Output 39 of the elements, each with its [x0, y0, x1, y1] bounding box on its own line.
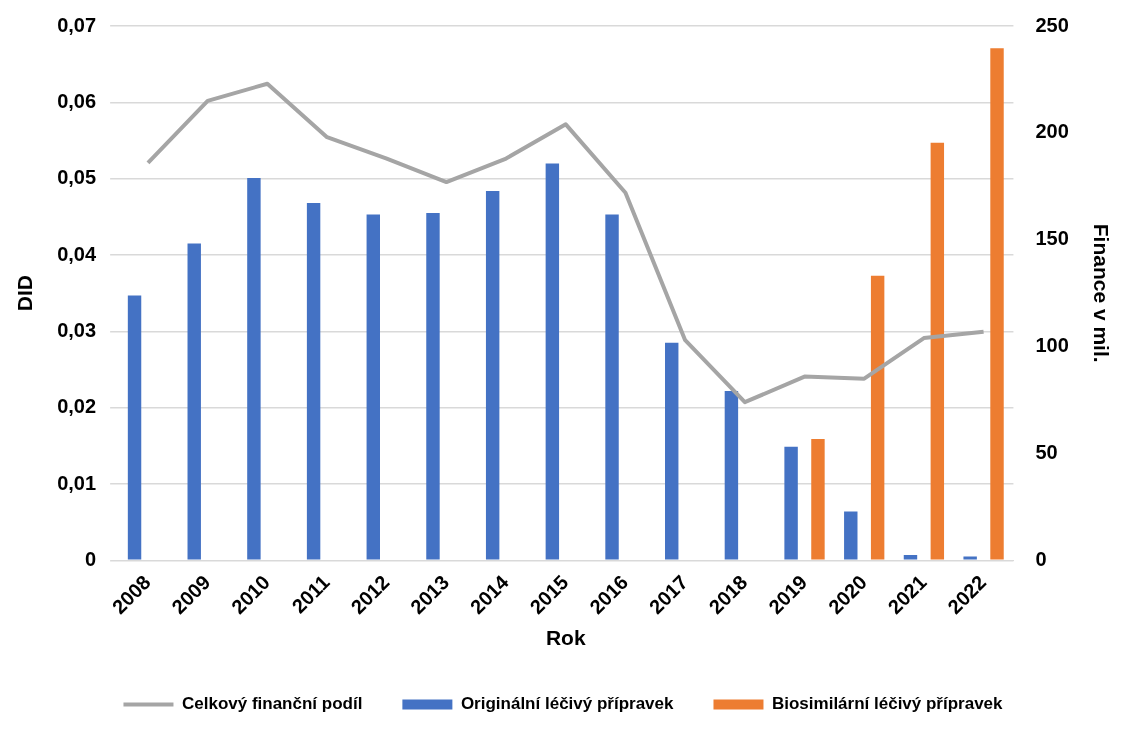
y-tick-label: 0: [85, 547, 97, 570]
legend-label: Originální léčivý přípravek: [460, 694, 675, 714]
bar: [811, 438, 825, 560]
y-tick-label: 0,04: [57, 242, 97, 265]
bar: [903, 555, 918, 560]
y-tick-label: 0,03: [57, 318, 97, 341]
bar: [665, 342, 679, 560]
y-tick-label: 0,06: [57, 89, 97, 112]
bar: [306, 203, 321, 560]
y2-axis-title: Finance v mil.: [1089, 223, 1113, 363]
y2-tick-label: 200: [1035, 120, 1069, 143]
y2-tick-label: 100: [1035, 334, 1069, 357]
bar: [870, 275, 885, 560]
bar: [366, 214, 380, 560]
bar: [990, 48, 1004, 560]
bar: [247, 177, 261, 560]
bar: [605, 214, 619, 560]
bar: [127, 295, 142, 560]
bar: [724, 390, 739, 560]
y2-tick-label: 50: [1035, 441, 1058, 464]
y2-tick-label: 0: [1035, 547, 1047, 570]
bar: [930, 142, 945, 560]
y2-tick-label: 250: [1035, 13, 1069, 36]
bar: [426, 213, 440, 560]
legend-label: Celkový finanční podíl: [181, 694, 363, 714]
bar: [963, 556, 977, 560]
bar: [485, 190, 500, 560]
y-tick-label: 0,02: [57, 395, 97, 418]
y-tick-label: 0,05: [57, 166, 97, 189]
y2-tick-label: 150: [1035, 227, 1069, 250]
y-axis-title: DID: [13, 275, 37, 312]
bar: [545, 163, 560, 560]
x-axis-title: Rok: [545, 626, 586, 650]
y-tick-label: 0,01: [57, 471, 97, 494]
bar: [784, 446, 798, 560]
y-tick-label: 0,07: [57, 13, 97, 36]
bar: [844, 511, 858, 560]
bar: [187, 243, 201, 560]
legend-label: Biosimilární léčivý přípravek: [771, 694, 1004, 714]
